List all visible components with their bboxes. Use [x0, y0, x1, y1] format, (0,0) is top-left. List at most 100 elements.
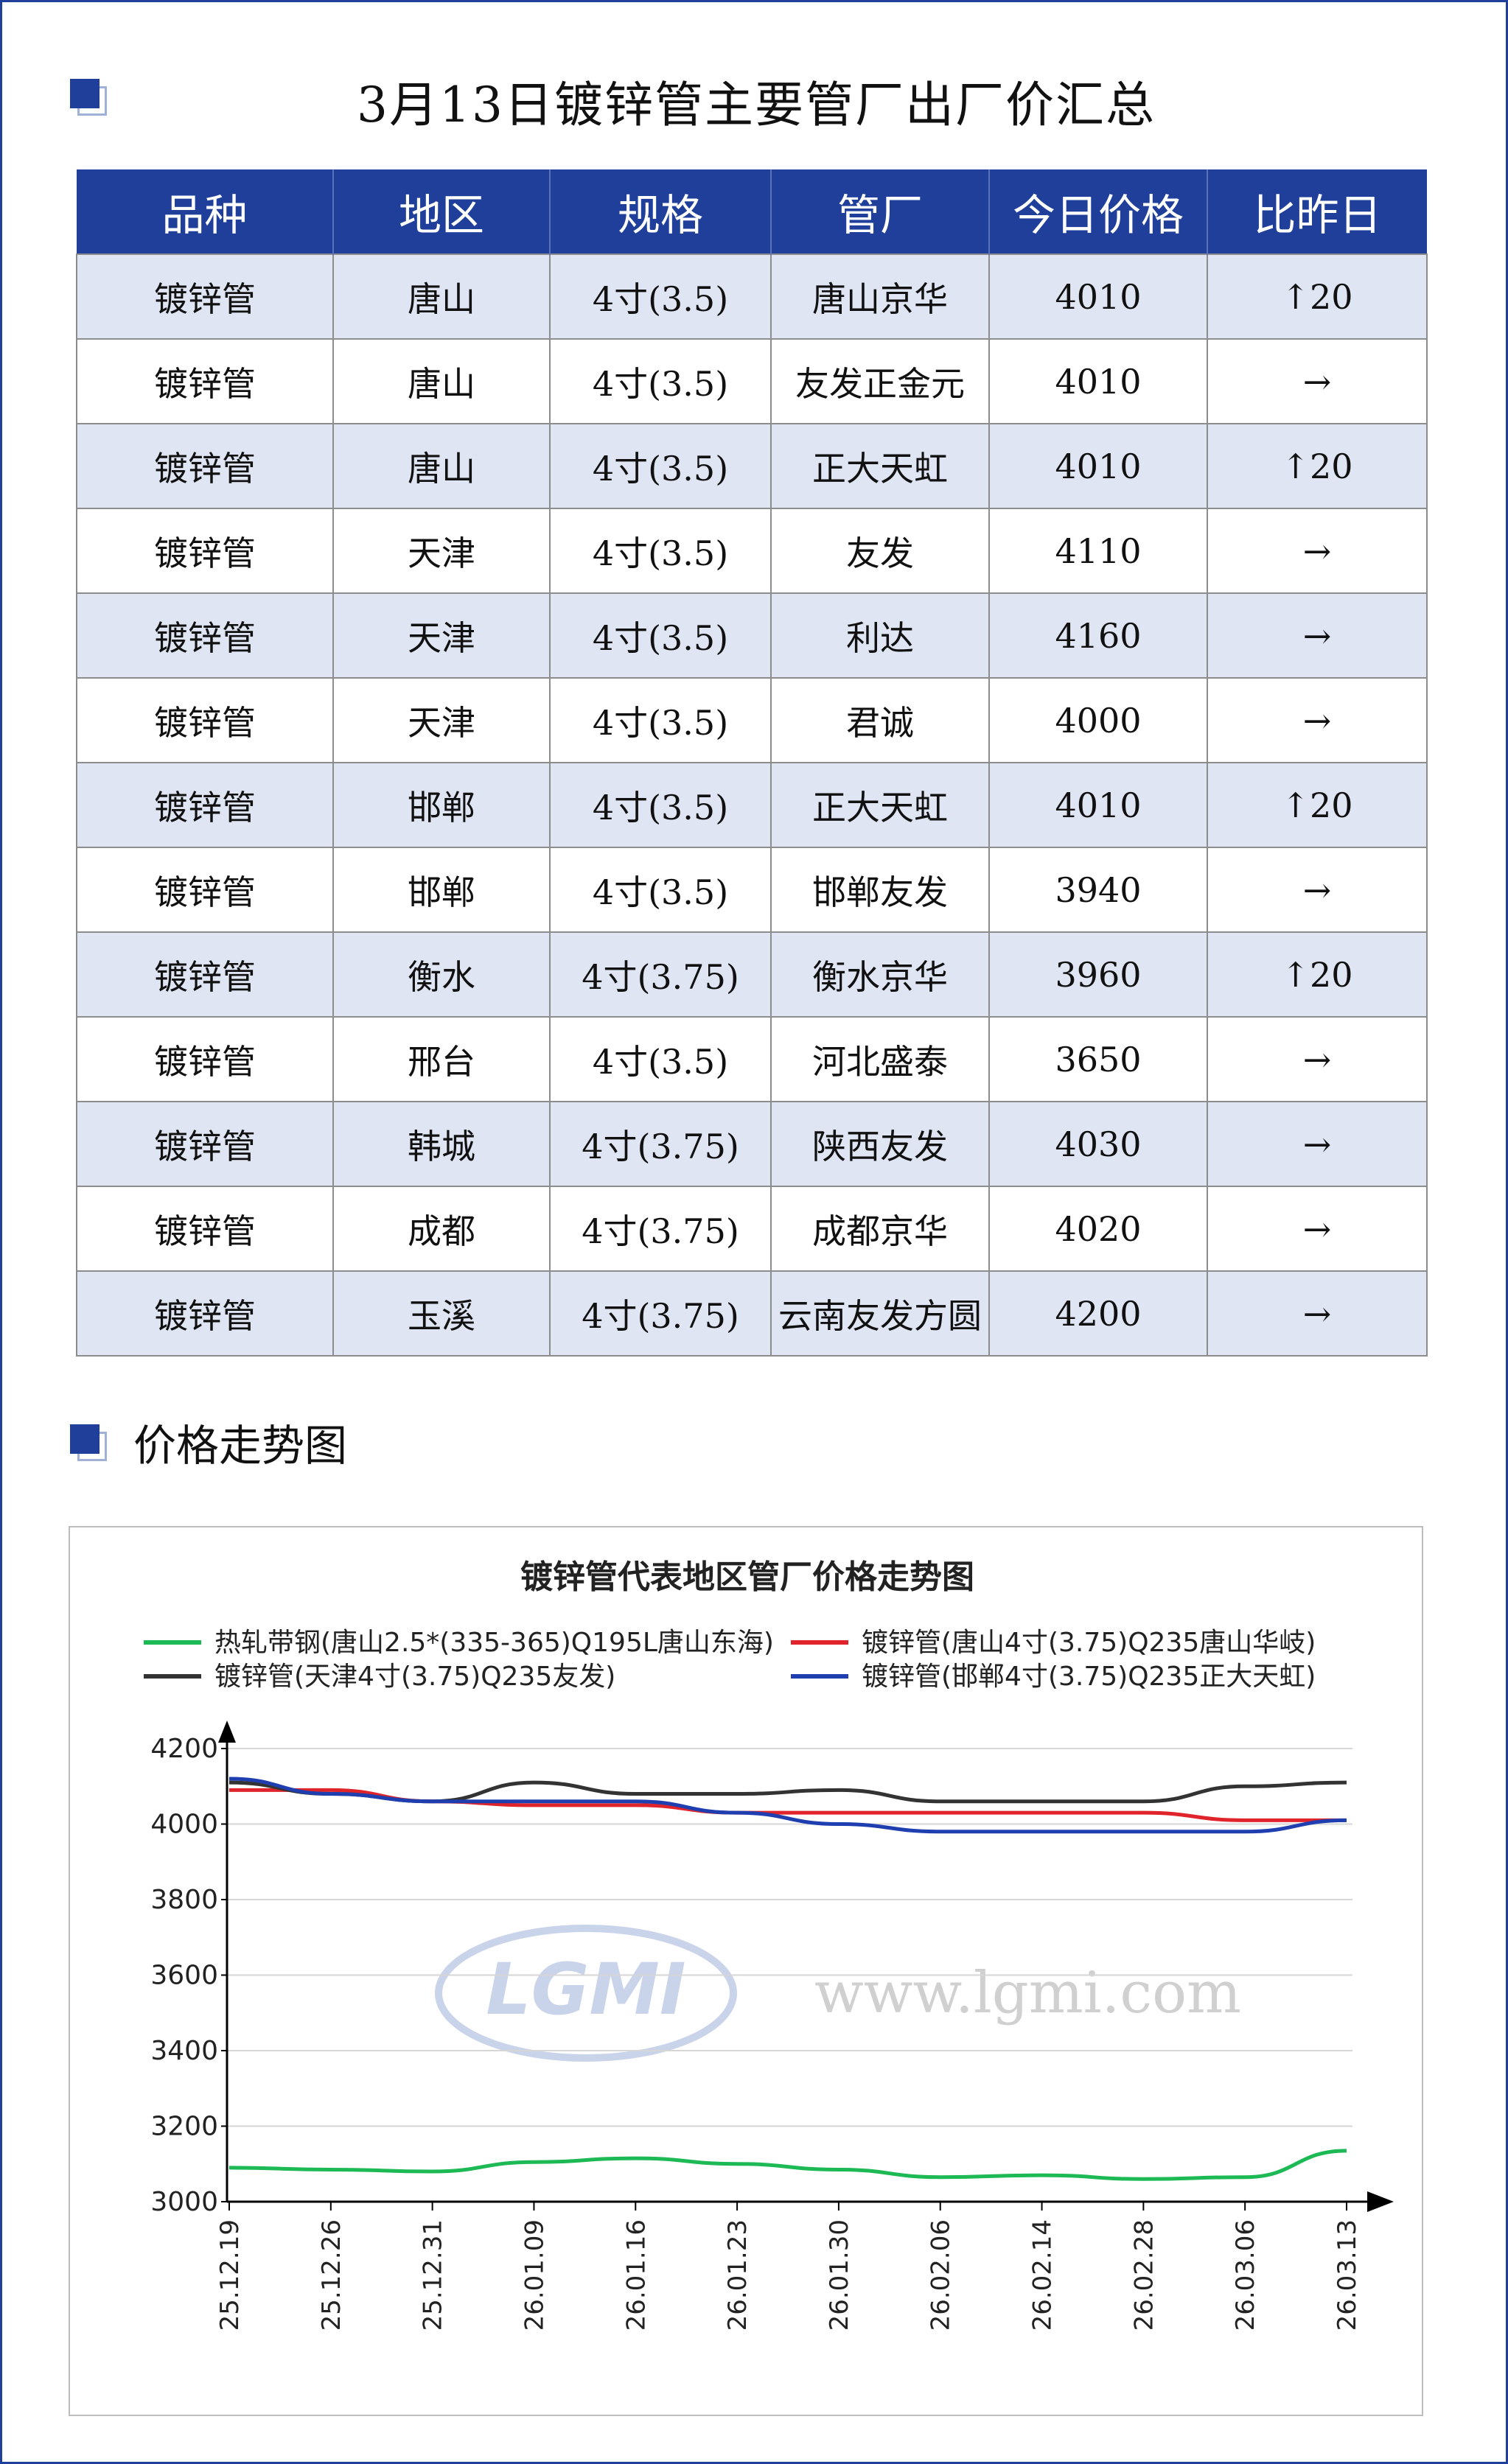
x-tick-label: 26.03.06	[1231, 2219, 1260, 2331]
table-cell: 4寸(3.5)	[549, 592, 772, 679]
table-cell: 镀锌管	[76, 931, 334, 1018]
table-cell: 3960	[988, 931, 1208, 1018]
y-tick-label: 4200	[150, 1734, 218, 1764]
table-cell: 4200	[988, 1270, 1208, 1357]
x-tick-label: 26.02.14	[1028, 2219, 1058, 2331]
column-header: 比昨日	[1207, 169, 1427, 254]
table-cell: →	[1207, 508, 1428, 594]
table-cell: ↑20	[1207, 423, 1428, 509]
table-cell: →	[1207, 677, 1428, 763]
table-cell: 利达	[770, 592, 990, 679]
table-cell: →	[1207, 1270, 1428, 1357]
table-cell: 君诚	[770, 677, 990, 763]
table-cell: 友发	[770, 508, 990, 594]
table-row: 镀锌管 邯郸 4寸(3.5) 邯郸友发 3940 →	[76, 847, 1428, 933]
x-tick-label: 26.03.13	[1333, 2219, 1362, 2331]
table-cell: ↑20	[1207, 762, 1428, 848]
y-tick-label: 3600	[150, 1961, 218, 1991]
table-body: 镀锌管 唐山 4寸(3.5) 唐山京华 4010 ↑20 镀锌管 唐山 4寸(3.5) 友发正金元…	[76, 253, 1428, 1357]
table-cell: 4000	[988, 677, 1208, 763]
table-cell: 云南友发方圆	[770, 1270, 990, 1357]
table-cell: 4020	[988, 1186, 1208, 1272]
column-header: 地区	[333, 169, 551, 254]
table-cell: 河北盛泰	[770, 1016, 990, 1102]
x-tick-label: 26.01.23	[723, 2219, 753, 2331]
table-cell: 镀锌管	[76, 1101, 334, 1187]
table-cell: 衡水	[332, 931, 551, 1018]
table-cell: 唐山京华	[770, 253, 990, 340]
table-cell: 镀锌管	[76, 847, 334, 933]
table-cell: 玉溪	[332, 1270, 551, 1357]
table-cell: →	[1207, 338, 1428, 424]
table-cell: →	[1207, 847, 1428, 933]
page-title: 3月13日镀锌管主要管厂出厂价汇总	[357, 77, 1156, 133]
table-cell: 邯郸	[332, 847, 551, 933]
table-cell: 镀锌管	[76, 592, 334, 679]
table-cell: 4110	[988, 508, 1208, 594]
legend-label: 镀锌管(唐山4寸(3.75)Q235唐山华岐)	[862, 1628, 1316, 1658]
table-cell: ↑20	[1207, 253, 1428, 340]
table-row: 镀锌管 天津 4寸(3.5) 利达 4160 →	[76, 592, 1428, 679]
table-cell: 4寸(3.5)	[549, 762, 772, 848]
table-row: 镀锌管 玉溪 4寸(3.75) 云南友发方圆 4200 →	[76, 1270, 1428, 1357]
table-cell: 天津	[332, 592, 551, 679]
y-tick-label: 3400	[150, 2036, 218, 2066]
table-cell: →	[1207, 1101, 1428, 1187]
y-axis-arrow-icon	[218, 1721, 236, 1743]
table-cell: 4寸(3.5)	[549, 1016, 772, 1102]
table-cell: 4160	[988, 592, 1208, 679]
watermark-logo: LGMI	[486, 1948, 685, 2031]
x-axis-arrow-icon	[1367, 2191, 1394, 2212]
table-cell: 4010	[988, 338, 1208, 424]
table-cell: →	[1207, 1016, 1428, 1102]
table-cell: 唐山	[332, 423, 551, 509]
table-cell: 3940	[988, 847, 1208, 933]
x-tick-label: 25.12.31	[419, 2219, 448, 2331]
table-cell: 唐山	[332, 253, 551, 340]
table-row: 镀锌管 天津 4寸(3.5) 君诚 4000 →	[76, 677, 1428, 763]
section-marker-icon	[70, 1424, 107, 1461]
table-row: 镀锌管 衡水 4寸(3.75) 衡水京华 3960 ↑20	[76, 931, 1428, 1018]
table-cell: 正大天虹	[770, 423, 990, 509]
table-row: 镀锌管 成都 4寸(3.75) 成都京华 4020 →	[76, 1186, 1428, 1272]
table-cell: 4010	[988, 762, 1208, 848]
column-header: 今日价格	[989, 169, 1208, 254]
table-cell: 正大天虹	[770, 762, 990, 848]
table-row: 镀锌管 唐山 4寸(3.5) 友发正金元 4010 →	[76, 338, 1428, 424]
table-cell: 唐山	[332, 338, 551, 424]
table-cell: ↑20	[1207, 931, 1428, 1018]
table-cell: 韩城	[332, 1101, 551, 1187]
column-header: 管厂	[771, 169, 990, 254]
x-tick-label: 26.02.28	[1129, 2219, 1159, 2331]
series-line-3	[228, 1777, 1347, 1834]
watermark-text: www.lgmi.com	[814, 1960, 1241, 2026]
table-row: 镀锌管 唐山 4寸(3.5) 唐山京华 4010 ↑20	[76, 253, 1428, 340]
table-cell: 镀锌管	[76, 508, 334, 594]
series-line-0	[228, 2149, 1347, 2181]
table-cell: 4寸(3.5)	[549, 338, 772, 424]
y-tick-label: 3800	[150, 1885, 218, 1915]
x-tick-label: 25.12.19	[215, 2219, 245, 2331]
y-tick-label: 3200	[150, 2112, 218, 2142]
chart-title: 镀锌管代表地区管厂价格走势图	[520, 1558, 974, 1596]
table-cell: 4寸(3.75)	[549, 1270, 772, 1357]
table-cell: →	[1207, 1186, 1428, 1272]
table-cell: 天津	[332, 508, 551, 594]
table-cell: 4寸(3.5)	[549, 677, 772, 763]
table-cell: 4寸(3.5)	[549, 423, 772, 509]
legend-label: 镀锌管(天津4寸(3.75)Q235友发)	[214, 1662, 615, 1692]
table-row: 镀锌管 邢台 4寸(3.5) 河北盛泰 3650 →	[76, 1016, 1428, 1102]
y-tick-label: 3000	[150, 2187, 218, 2217]
table-cell: 4030	[988, 1101, 1208, 1187]
table-cell: 4寸(3.5)	[549, 253, 772, 340]
section-marker-icon	[70, 79, 107, 116]
table-cell: 镀锌管	[76, 253, 334, 340]
table-cell: 镀锌管	[76, 338, 334, 424]
table-cell: 镀锌管	[76, 677, 334, 763]
table-cell: 4寸(3.75)	[549, 1186, 772, 1272]
table-cell: 4寸(3.75)	[549, 1101, 772, 1187]
table-cell: 4寸(3.5)	[549, 508, 772, 594]
section-title: 价格走势图	[133, 1421, 348, 1471]
table-cell: 成都京华	[770, 1186, 990, 1272]
